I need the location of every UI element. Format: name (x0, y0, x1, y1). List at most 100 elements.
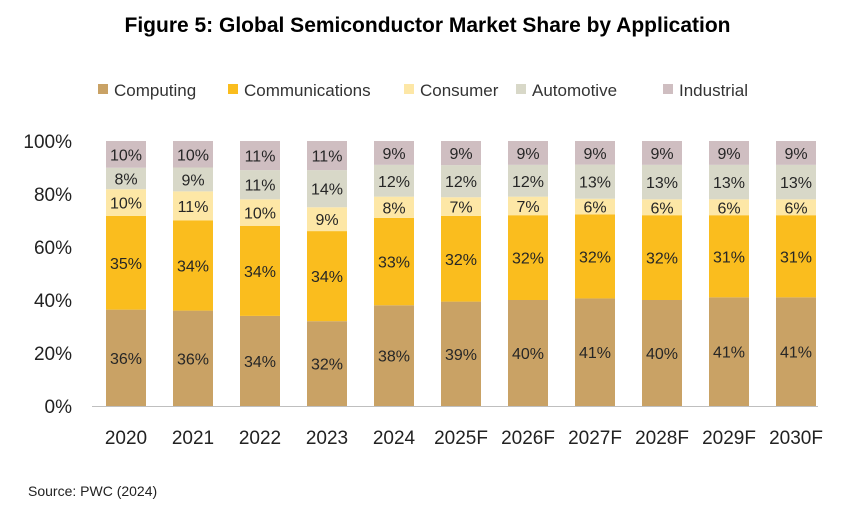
data-label-automotive-2029F: 13% (713, 175, 745, 192)
data-label-communications-2029F: 31% (713, 249, 745, 266)
legend: Computing Communications Consumer Automotiv… (98, 81, 748, 100)
data-label-communications-2027F: 32% (579, 249, 611, 266)
legend-label-consumer: Consumer (420, 81, 499, 100)
bar-communications-2027F (575, 214, 615, 299)
data-label-automotive-2028F: 13% (646, 175, 678, 192)
bar-consumer-2025F (441, 197, 481, 216)
data-label-communications-2026F: 32% (512, 251, 544, 268)
data-label-industrial-2020: 10% (110, 147, 142, 164)
data-label-industrial-2028F: 9% (650, 146, 673, 163)
bar-communications-2024 (374, 217, 414, 306)
x-tick-label-2026F: 2026F (501, 428, 555, 449)
data-label-consumer-2021: 11% (178, 199, 209, 216)
data-label-computing-2022: 34% (244, 354, 276, 371)
bar-industrial-2030F (776, 141, 816, 165)
data-label-computing-2030F: 41% (780, 345, 812, 362)
bar-industrial-2024 (374, 141, 414, 165)
bar-consumer-2024 (374, 196, 414, 218)
bar-computing-2028F (642, 300, 682, 406)
bar-computing-2029F (709, 297, 749, 406)
bar-industrial-2029F (709, 141, 749, 165)
x-axis: 2020 2021 2022 2023 2024 2025F 2026F 2027F 2028F… (92, 406, 823, 449)
data-label-communications-2020: 35% (110, 256, 142, 273)
bar-automotive-2027F (575, 164, 615, 199)
bar-industrial-2026F (508, 141, 548, 165)
data-label-automotive-2024: 12% (378, 174, 410, 191)
data-label-industrial-2022: 11% (245, 149, 276, 166)
data-label-communications-2024: 33% (378, 255, 410, 272)
data-label-communications-2022: 34% (244, 264, 276, 281)
y-tick-label: 20% (34, 344, 72, 365)
bar-communications-2020 (106, 215, 146, 310)
x-tick-label-2030F: 2030F (769, 428, 823, 449)
x-tick-label-2020: 2020 (105, 428, 147, 449)
data-label-industrial-2023: 11% (312, 149, 343, 166)
y-axis: 0% 20% 40% 60% 80% 100% (23, 132, 72, 418)
data-label-automotive-2026F: 12% (512, 174, 544, 191)
data-label-computing-2023: 32% (311, 357, 343, 374)
data-label-computing-2026F: 40% (512, 346, 544, 363)
legend-label-industrial: Industrial (679, 81, 748, 100)
bar-automotive-2020 (106, 167, 146, 190)
data-label-industrial-2021: 10% (177, 147, 209, 164)
data-label-computing-2028F: 40% (646, 346, 678, 363)
chart-title: Figure 5: Global Semiconductor Market Sh… (124, 14, 731, 37)
data-label-consumer-2030F: 6% (784, 200, 807, 217)
x-tick-label-2022: 2022 (239, 428, 281, 449)
x-tick-label-2024: 2024 (373, 428, 416, 449)
x-tick-label-2028F: 2028F (635, 428, 689, 449)
legend-swatch-consumer (404, 84, 414, 94)
y-tick-label: 80% (34, 185, 72, 206)
data-label-automotive-2030F: 13% (780, 175, 812, 192)
bar-automotive-2030F (776, 164, 816, 200)
legend-label-communications: Communications (244, 81, 371, 100)
data-label-computing-2025F: 39% (445, 347, 477, 364)
bar-communications-2029F (709, 215, 749, 298)
bar-industrial-2021 (173, 141, 213, 168)
data-label-consumer-2029F: 6% (717, 200, 740, 217)
data-label-computing-2027F: 41% (579, 345, 611, 362)
bar-computing-2021 (173, 310, 213, 406)
data-label-industrial-2030F: 9% (784, 146, 807, 163)
bar-communications-2022 (240, 225, 280, 316)
data-label-consumer-2025F: 7% (449, 200, 472, 217)
data-label-consumer-2024: 8% (382, 200, 405, 217)
bar-industrial-2023 (307, 141, 347, 171)
bar-industrial-2028F (642, 141, 682, 165)
x-tick-label-2027F: 2027F (568, 428, 622, 449)
bar-communications-2030F (776, 215, 816, 298)
data-label-communications-2023: 34% (311, 269, 343, 286)
bar-computing-2027F (575, 298, 615, 406)
bar-consumer-2021 (173, 191, 213, 221)
data-label-communications-2028F: 32% (646, 251, 678, 268)
data-label-communications-2021: 34% (177, 259, 209, 276)
x-tick-label-2021: 2021 (172, 428, 214, 449)
data-label-automotive-2021: 9% (181, 172, 204, 189)
x-tick-label-2025F: 2025F (434, 428, 488, 449)
bar-consumer-2030F (776, 199, 816, 216)
data-label-automotive-2022: 11% (245, 178, 276, 195)
bar-automotive-2028F (642, 164, 682, 200)
bar-computing-2020 (106, 309, 146, 406)
data-label-consumer-2023: 9% (315, 212, 338, 229)
bar-industrial-2027F (575, 141, 615, 165)
data-labels: 36% 35% 10% 8% 10% 36% 34% 11% 9% 10% 34% 34% 10% 11%… (110, 146, 812, 374)
data-label-industrial-2025F: 9% (449, 146, 472, 163)
data-label-automotive-2025F: 12% (445, 174, 477, 191)
bar-communications-2028F (642, 215, 682, 300)
bar-automotive-2023 (307, 170, 347, 208)
data-label-consumer-2020: 10% (110, 196, 142, 213)
source-note: Source: PWC (2024) (28, 483, 158, 499)
bar-automotive-2029F (709, 164, 749, 200)
bar-communications-2025F (441, 215, 481, 302)
data-label-automotive-2023: 14% (311, 182, 343, 199)
data-label-industrial-2029F: 9% (717, 146, 740, 163)
data-label-computing-2029F: 41% (713, 345, 745, 362)
bar-consumer-2029F (709, 199, 749, 216)
data-label-consumer-2027F: 6% (583, 200, 606, 217)
bar-computing-2023 (307, 321, 347, 406)
legend-label-computing: Computing (114, 81, 196, 100)
data-label-communications-2030F: 31% (780, 249, 812, 266)
y-tick-label: 100% (23, 132, 72, 153)
data-label-industrial-2026F: 9% (516, 146, 539, 163)
